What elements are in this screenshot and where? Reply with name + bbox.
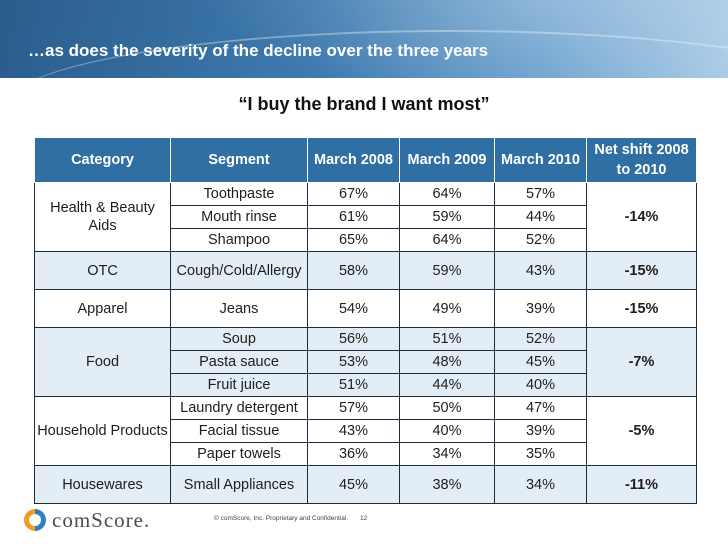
net-shift-cell: -11% [586,465,697,504]
net-shift-cell: -7% [586,327,697,397]
category-cell: OTC [34,251,171,290]
segment-cell: Soup [170,327,308,351]
value-cell: 38% [399,465,495,504]
segment-cell: Paper towels [170,442,308,466]
category-cell: Apparel [34,289,171,328]
value-cell: 59% [399,251,495,290]
table-row: Pasta sauce 53% 48% 45% [35,350,697,374]
value-cell: 58% [307,251,400,290]
category-cell: Food [34,327,171,397]
value-cell: 43% [307,419,400,443]
value-cell: 36% [307,442,400,466]
value-cell: 44% [399,373,495,397]
value-cell: 61% [307,205,400,229]
value-cell: 65% [307,228,400,252]
header-arc [0,30,728,78]
header-march-2008: March 2008 [307,137,400,183]
segment-cell: Jeans [170,289,308,328]
value-cell: 51% [399,327,495,351]
table-row: Facial tissue 43% 40% 39% [35,419,697,443]
value-cell: 53% [307,350,400,374]
value-cell: 57% [307,396,400,420]
copyright-note: © comScore, Inc. Proprietary and Confide… [214,515,349,522]
table-row: Fruit juice 51% 44% 40% [35,373,697,397]
segment-cell: Shampoo [170,228,308,252]
header-march-2009: March 2009 [399,137,495,183]
header-category: Category [34,137,171,183]
segment-cell: Laundry detergent [170,396,308,420]
header-net-shift: Net shift 2008 to 2010 [586,137,697,183]
slide-title: …as does the severity of the decline ove… [28,41,489,60]
value-cell: 39% [494,289,587,328]
comscore-logo: comScore. [24,505,150,535]
value-cell: 35% [494,442,587,466]
category-cell: Household Products [34,396,171,466]
comscore-logo-icon [24,509,46,531]
segment-cell: Cough/Cold/Allergy [170,251,308,290]
value-cell: 40% [399,419,495,443]
value-cell: 44% [494,205,587,229]
header-march-2010: March 2010 [494,137,587,183]
slide-subtitle: “I buy the brand I want most” [238,94,490,114]
page-number: 12 [360,515,368,522]
table-row: OTC Cough/Cold/Allergy 58% 59% 43% -15% [34,251,697,290]
net-shift-cell: -14% [586,182,697,252]
value-cell: 47% [494,396,587,420]
segment-cell: Fruit juice [170,373,308,397]
table-row: Paper towels 36% 34% 35% [35,442,697,466]
net-shift-cell: -5% [586,396,697,466]
comscore-wordmark: comScore. [52,507,151,532]
table-row: Food Soup 56% 51% 52% -7% [34,327,697,397]
category-cell: Health & Beauty Aids [34,182,171,252]
value-cell: 34% [399,442,495,466]
value-cell: 39% [494,419,587,443]
value-cell: 48% [399,350,495,374]
value-cell: 64% [399,182,495,206]
brand-loyalty-table: Category Segment March 2008 March 2009 M… [34,137,697,504]
table-row: Shampoo 65% 64% 52% [35,228,697,252]
segment-cell: Mouth rinse [170,205,308,229]
table-row: Mouth rinse 61% 59% 44% [35,205,697,229]
value-cell: 56% [307,327,400,351]
value-cell: 45% [307,465,400,504]
category-cell: Housewares [34,465,171,504]
value-cell: 34% [494,465,587,504]
header-segment: Segment [170,137,308,183]
table-row: Housewares Small Appliances 45% 38% 34% … [34,465,697,504]
value-cell: 57% [494,182,587,206]
segment-cell: Small Appliances [170,465,308,504]
table-row: Health & Beauty Aids Toothpaste 67% 64% … [34,182,697,252]
header-band [0,0,728,78]
table-header-row: Category Segment March 2008 March 2009 M… [34,137,697,183]
value-cell: 52% [494,327,587,351]
value-cell: 54% [307,289,400,328]
segment-cell: Toothpaste [170,182,308,206]
value-cell: 49% [399,289,495,328]
value-cell: 59% [399,205,495,229]
value-cell: 52% [494,228,587,252]
value-cell: 45% [494,350,587,374]
value-cell: 43% [494,251,587,290]
value-cell: 64% [399,228,495,252]
value-cell: 50% [399,396,495,420]
net-shift-cell: -15% [586,251,697,290]
value-cell: 40% [494,373,587,397]
table-row: Household Products Laundry detergent 57%… [34,396,697,466]
segment-cell: Facial tissue [170,419,308,443]
value-cell: 67% [307,182,400,206]
value-cell: 51% [307,373,400,397]
table-row: Apparel Jeans 54% 49% 39% -15% [34,289,697,328]
net-shift-cell: -15% [586,289,697,328]
segment-cell: Pasta sauce [170,350,308,374]
